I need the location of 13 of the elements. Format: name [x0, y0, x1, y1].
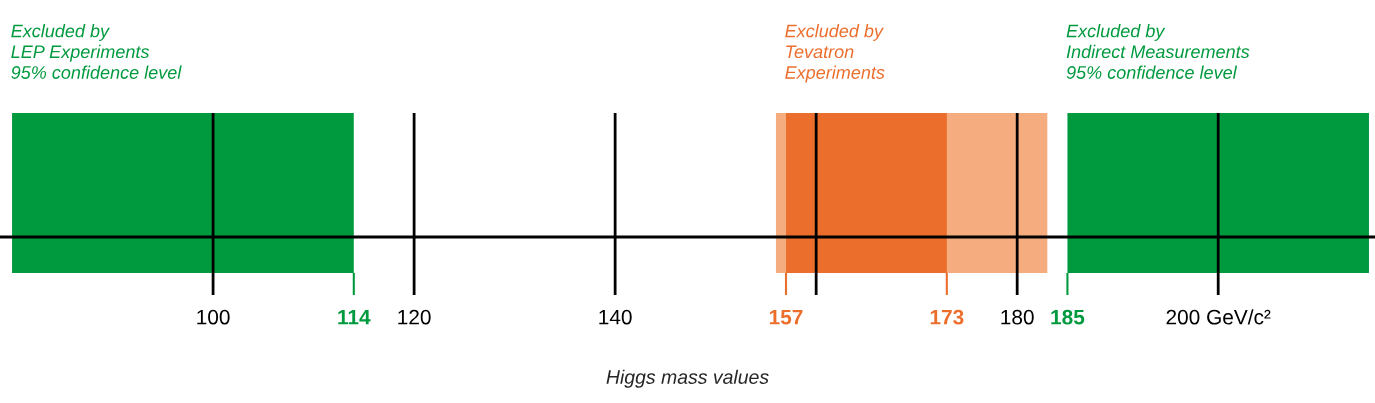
x-tick-label: 200 GeV/c² — [1166, 309, 1271, 325]
x-tick-label: 180 — [1001, 309, 1034, 325]
x-tick-label: 120 — [398, 309, 431, 325]
series-label: Excluded by LEP Experiments 95% confidence level — [11, 24, 182, 79]
series-label: Excluded by Indirect Measurements 95% confidence level — [1066, 24, 1250, 79]
x-tick-label: 140 — [599, 309, 632, 325]
x-tick-label: 173 — [930, 309, 964, 325]
x-tick-label: 100 — [197, 309, 230, 325]
series-label: Excluded by Tevatron Experiments — [785, 24, 885, 83]
x-tick-label: 157 — [769, 309, 803, 325]
x-axis-title: Higgs mass values — [606, 369, 769, 388]
x-tick-label: 185 — [1051, 309, 1085, 325]
x-tick-label: 114 — [338, 309, 371, 325]
